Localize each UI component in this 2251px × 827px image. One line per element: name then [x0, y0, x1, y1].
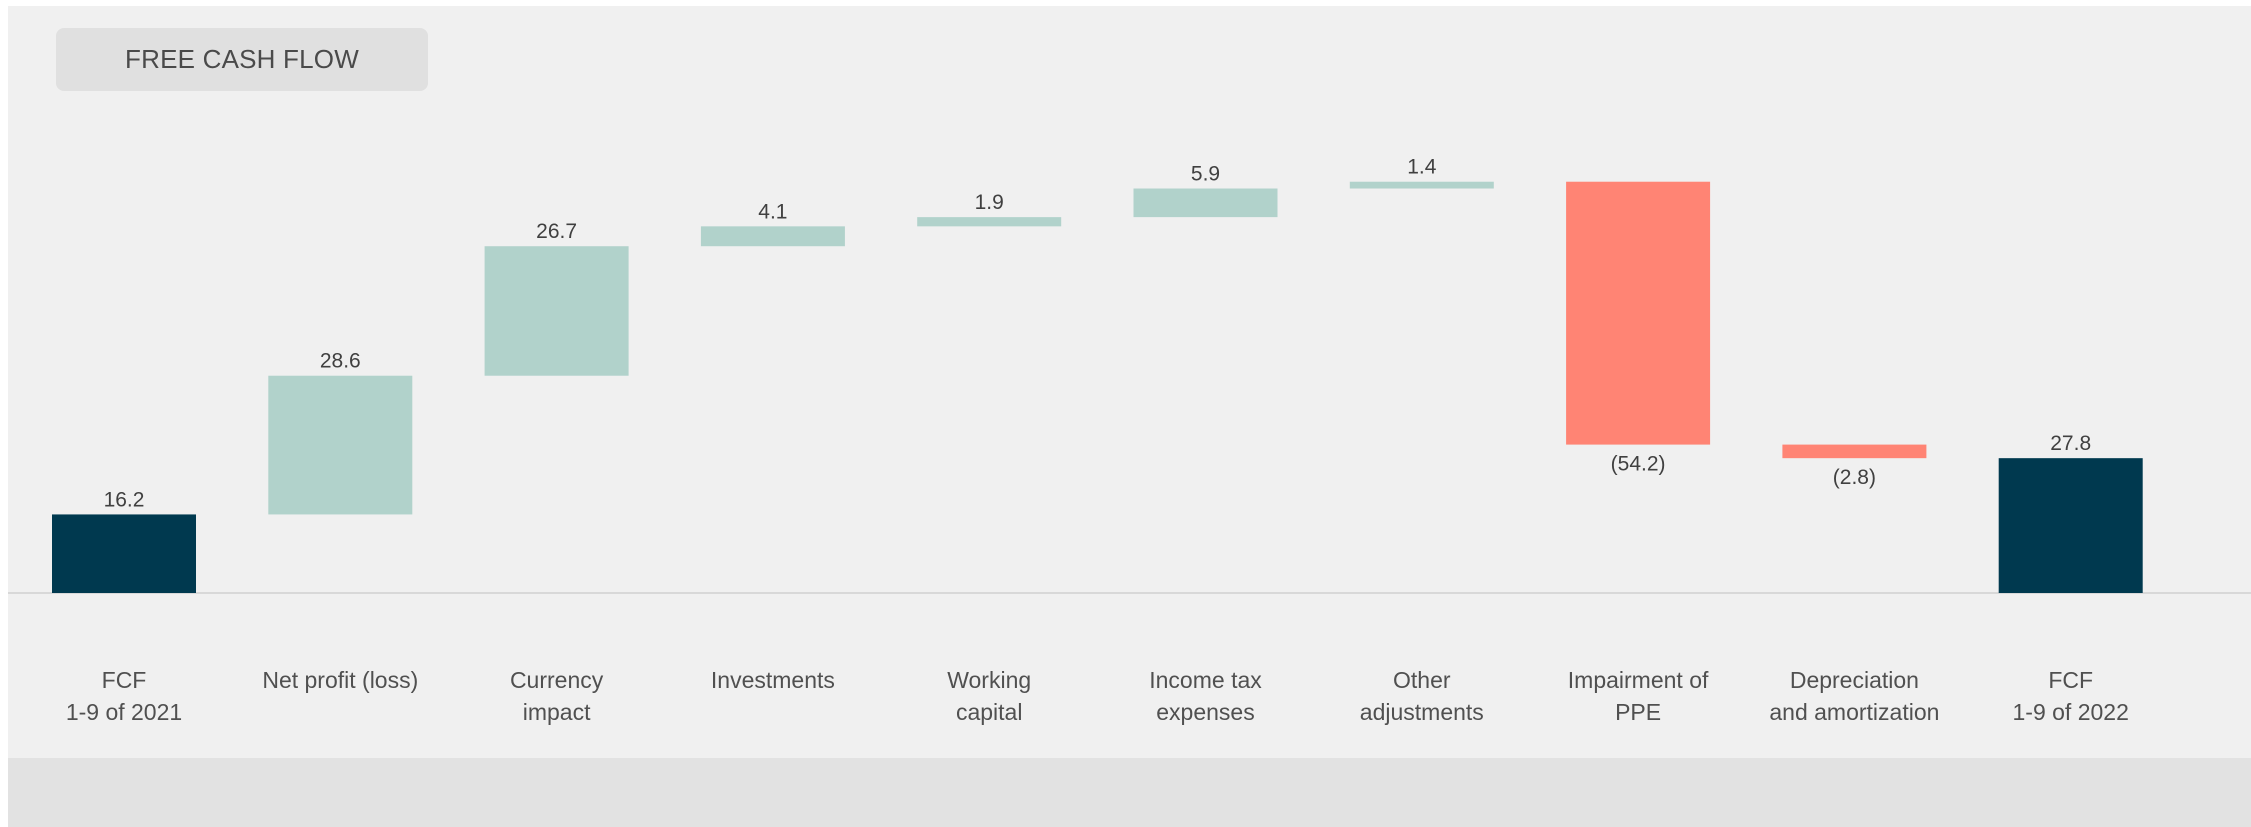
bar-7	[1349, 181, 1494, 189]
category-label-1-line-1: FCF	[102, 667, 147, 693]
category-label-7-line-2: adjustments	[1360, 699, 1484, 725]
bar-10	[1998, 458, 2143, 593]
category-label-6-line-2: expenses	[1156, 699, 1254, 725]
category-label-9-line-2: and amortization	[1769, 699, 1939, 725]
category-label-3-line-2: impact	[523, 699, 591, 725]
category-label-10-line-2: 1-9 of 2022	[2013, 699, 2129, 725]
category-label-7-line-1: Other	[1393, 667, 1451, 693]
bar-8	[1566, 181, 1711, 445]
category-label-10-line-1: FCF	[2048, 667, 2093, 693]
category-label-8-line-2: PPE	[1615, 699, 1661, 725]
category-label-9-line-1: Depreciation	[1790, 667, 1919, 693]
bar-2	[268, 375, 413, 515]
bar-1	[52, 514, 196, 593]
data-label-5: 1.9	[975, 191, 1004, 214]
category-label-8-line-1: Impairment of	[1568, 667, 1709, 693]
data-label-6: 5.9	[1191, 163, 1220, 186]
category-label-6-line-1: Income tax	[1149, 667, 1262, 693]
bar-5	[917, 217, 1062, 227]
data-label-4: 4.1	[758, 200, 787, 223]
footer-band	[8, 758, 2251, 827]
bar-9	[1782, 444, 1927, 459]
data-label-2: 28.6	[320, 350, 361, 373]
category-label-5-line-2: capital	[956, 699, 1022, 725]
data-label-3: 26.7	[536, 220, 577, 243]
category-label-1-line-2: 1-9 of 2021	[66, 699, 182, 725]
data-label-1: 16.2	[104, 488, 145, 511]
bar-3	[484, 246, 629, 376]
bar-6	[1133, 188, 1278, 218]
data-label-10: 27.8	[2050, 432, 2091, 455]
category-label-3-line-1: Currency	[510, 667, 604, 693]
bar-4	[700, 226, 845, 247]
data-label-9: (2.8)	[1833, 466, 1876, 489]
category-label-5-line-1: Working	[947, 667, 1031, 693]
category-label-4: Investments	[711, 667, 835, 693]
category-label-2: Net profit (loss)	[262, 667, 418, 693]
chart-title: FREE CASH FLOW	[56, 28, 428, 91]
data-label-8: (54.2)	[1611, 453, 1666, 476]
data-label-7: 1.4	[1407, 156, 1437, 179]
